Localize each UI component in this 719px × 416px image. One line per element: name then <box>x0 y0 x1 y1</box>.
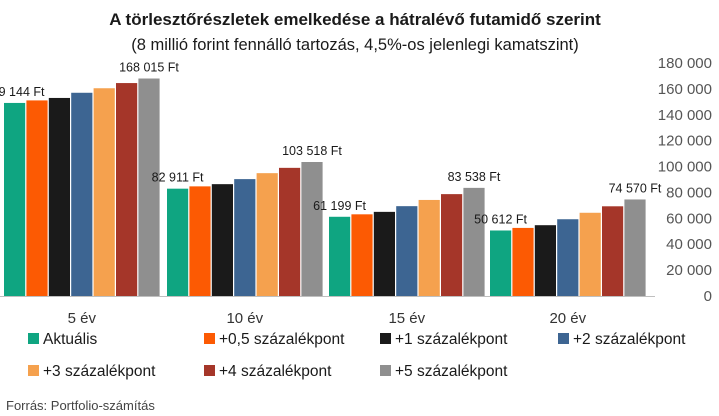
x-tick-label-2: 10 év <box>226 310 263 327</box>
legend-swatch-6 <box>204 365 215 376</box>
y-tick-label-4: 60 000 <box>666 210 712 227</box>
legend-swatch-5 <box>28 365 39 376</box>
bar-2-1 <box>167 188 189 296</box>
bar-4-7 <box>624 199 646 296</box>
y-tick-label-1: 0 <box>704 288 712 305</box>
bar-4-5 <box>579 212 601 296</box>
bar-2-3 <box>211 184 233 296</box>
bar-4-4 <box>557 219 579 296</box>
legend-label-7: +5 százalékpont <box>395 363 508 380</box>
data-labels-group: 149 144 Ft 168 015 Ft 82 911 Ft 103 518 Ft 6… <box>0 61 662 227</box>
bar-4-3 <box>534 225 556 296</box>
bar-2-6 <box>279 167 301 296</box>
y-tick-label-3: 40 000 <box>666 236 712 253</box>
legend-swatch-1 <box>28 333 39 344</box>
legend-label-3: +1 százalékpont <box>395 331 508 348</box>
bar-1-6 <box>116 83 138 296</box>
y-tick-label-2: 20 000 <box>666 262 712 279</box>
bar-4-6 <box>602 206 624 296</box>
y-tick-label-9: 160 000 <box>658 81 712 98</box>
bar-3-4 <box>396 206 418 296</box>
data-label-2: 168 015 Ft <box>119 61 179 75</box>
bar-4-1 <box>490 230 512 296</box>
bar-2-4 <box>234 179 256 296</box>
x-tick-label-4: 20 év <box>549 310 586 327</box>
bar-4-2 <box>512 227 534 296</box>
legend-label-4: +2 százalékpont <box>573 331 686 348</box>
bar-3-3 <box>373 211 395 296</box>
bar-1-5 <box>93 88 115 296</box>
chart-subtitle: (8 millió forint fennálló tartozás, 4,5%… <box>131 36 579 54</box>
bar-2-5 <box>256 173 278 296</box>
bar-1-7 <box>138 78 160 296</box>
x-tick-labels: 5 év 10 év 15 év 20 év <box>68 310 587 327</box>
bar-1-1 <box>4 102 26 296</box>
bar-2-2 <box>189 186 211 296</box>
legend: Aktuális +0,5 százalékpont +1 százalékpont… <box>28 331 686 380</box>
data-label-4: 103 518 Ft <box>282 144 342 158</box>
y-tick-label-7: 120 000 <box>658 133 712 150</box>
source-note: Forrás: Portfolio-számítás <box>6 398 155 413</box>
data-label-1: 149 144 Ft <box>0 85 45 99</box>
y-tick-labels: 0 20 000 40 000 60 000 80 000 100 000 120 000 1… <box>658 55 712 305</box>
legend-label-6: +4 százalékpont <box>219 363 332 380</box>
legend-swatch-7 <box>380 365 391 376</box>
bar-3-6 <box>441 194 463 296</box>
x-tick-label-1: 5 év <box>68 310 97 327</box>
data-label-5: 61 199 Ft <box>313 199 366 213</box>
x-tick-label-3: 15 év <box>388 310 425 327</box>
bar-1-2 <box>26 100 48 296</box>
bar-3-1 <box>329 216 351 296</box>
bar-3-2 <box>351 214 373 296</box>
bars-group <box>4 78 646 297</box>
legend-swatch-3 <box>380 333 391 344</box>
y-tick-label-8: 140 000 <box>658 107 712 124</box>
y-tick-label-10: 180 000 <box>658 55 712 72</box>
legend-swatch-4 <box>558 333 569 344</box>
chart-title: A törlesztőrészletek emelkedése a hátral… <box>109 10 601 29</box>
bar-3-7 <box>463 187 485 296</box>
data-label-3: 82 911 Ft <box>152 171 204 185</box>
bar-3-5 <box>418 199 440 296</box>
bar-1-4 <box>71 92 93 297</box>
y-tick-label-5: 80 000 <box>666 184 712 201</box>
legend-label-1: Aktuális <box>43 331 98 348</box>
legend-label-2: +0,5 százalékpont <box>219 331 345 348</box>
legend-swatch-2 <box>204 333 215 344</box>
legend-label-5: +3 százalékpont <box>43 363 156 380</box>
bar-2-7 <box>301 162 323 296</box>
bar-1-3 <box>48 97 70 296</box>
y-tick-label-6: 100 000 <box>658 159 712 176</box>
data-label-8: 74 570 Ft <box>609 181 662 195</box>
data-label-6: 83 538 Ft <box>448 170 501 184</box>
data-label-7: 50 612 Ft <box>474 212 527 226</box>
